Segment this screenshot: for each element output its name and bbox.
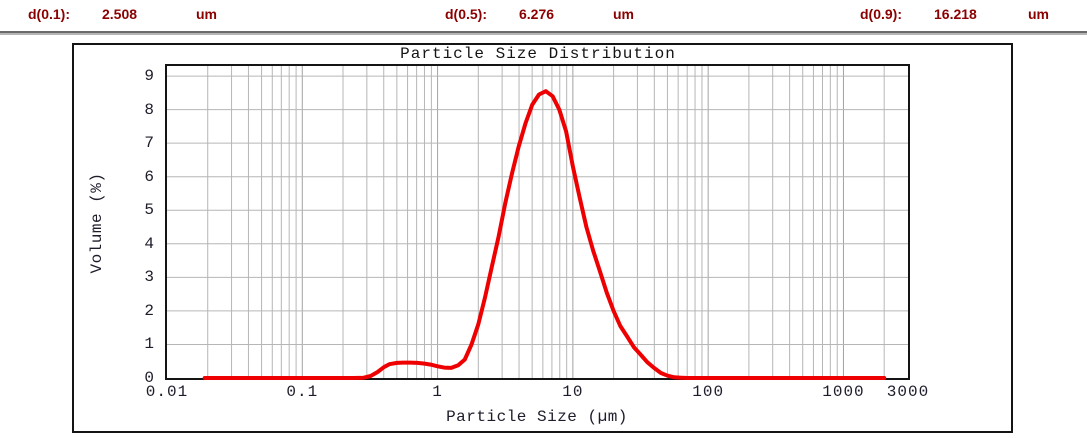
x-tick-label: 3000 — [886, 383, 930, 401]
d90-label: d(0.9): — [860, 6, 902, 22]
y-tick-label: 6 — [144, 167, 155, 186]
y-tick-label: 5 — [144, 201, 155, 220]
x-tick-label: 100 — [692, 383, 725, 401]
y-tick-label: 9 — [144, 67, 155, 86]
d90-unit: um — [1028, 6, 1049, 22]
volume-distribution-curve — [202, 89, 887, 380]
axes-frame — [165, 64, 910, 380]
d50-readout: d(0.5): 6.276 um — [445, 6, 673, 26]
x-tick-label: 0.01 — [145, 383, 189, 401]
d50-label: d(0.5): — [445, 6, 487, 22]
y-tick-label: 7 — [144, 134, 155, 153]
d10-readout: d(0.1): 2.508 um — [28, 6, 256, 26]
header-divider — [0, 31, 1087, 35]
y-tick-label: 2 — [144, 301, 155, 320]
distribution-curve-canvas — [165, 64, 910, 380]
x-tick-label: 10 — [562, 383, 584, 401]
y-tick-label: 3 — [144, 268, 155, 287]
plot-area — [165, 64, 910, 380]
x-tick-label: 0.1 — [286, 383, 319, 401]
x-tick-label: 1000 — [822, 383, 865, 401]
chart-title: Particle Size Distribution — [400, 45, 676, 63]
y-tick-label: 1 — [144, 335, 155, 354]
d90-value: 16.218 — [934, 6, 977, 22]
x-axis-title: Particle Size (µm) — [446, 408, 628, 426]
chart-frame: Particle Size Distribution 0 1 2 3 4 5 6 7 8 9 0.… — [72, 43, 1013, 433]
y-axis-title: Volume (%) — [88, 172, 106, 274]
d10-label: d(0.1): — [28, 6, 70, 22]
y-tick-label: 0 — [144, 369, 155, 387]
d50-value: 6.276 — [519, 6, 555, 22]
x-tick-label: 1 — [432, 383, 443, 401]
y-tick-label: 8 — [144, 100, 155, 119]
d10-value: 2.508 — [102, 6, 138, 22]
d90-readout: d(0.9): 16.218 um — [860, 6, 1087, 26]
d50-unit: um — [613, 6, 634, 22]
y-tick-label: 4 — [144, 234, 155, 253]
d10-unit: um — [196, 6, 217, 22]
